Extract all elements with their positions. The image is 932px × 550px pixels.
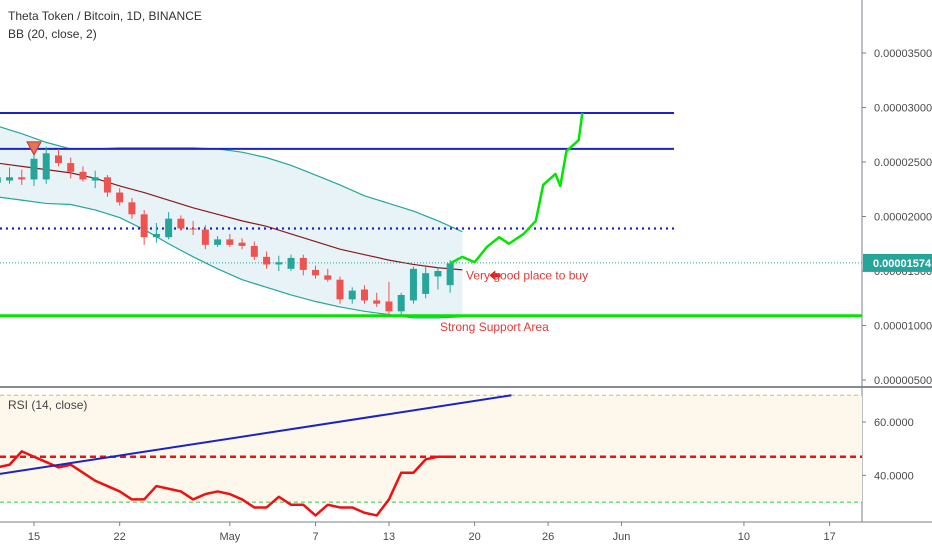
time-tick-label: May (219, 531, 240, 543)
rsi-line (0, 450, 451, 517)
candle-up (6, 177, 14, 181)
candle-up (91, 177, 99, 181)
time-tick-label: 7 (312, 531, 318, 543)
time-tick-label: 13 (383, 531, 395, 543)
candle-up (42, 153, 50, 180)
price-tick-label: 0.00002500 (874, 157, 932, 169)
projection-path (449, 112, 584, 265)
candle-down (336, 279, 344, 300)
current-price-tag (863, 253, 932, 272)
candle-down (116, 192, 124, 203)
candle-up (0, 177, 1, 183)
candle-down (324, 275, 332, 280)
candle-up (397, 294, 405, 312)
candle-down (18, 177, 26, 180)
time-tick-label: Jun (613, 531, 631, 543)
candle-down (360, 289, 368, 301)
candle-up (409, 268, 417, 301)
candle-up (422, 273, 430, 294)
rsi-trendline (0, 394, 512, 475)
candle-up (348, 290, 356, 300)
candle-down (67, 163, 75, 172)
candle-down (54, 155, 62, 164)
symbol-title[interactable]: Theta Token / Bitcoin, 1D, BINANCE (8, 9, 202, 23)
candle-down (103, 177, 111, 193)
candle-up (214, 239, 222, 245)
buy-annotation: Very good place to buy (466, 268, 588, 282)
candle-up (434, 271, 442, 277)
candle-up (30, 158, 38, 180)
candle-up (275, 262, 283, 265)
candle-down (299, 257, 307, 270)
candle-down (263, 256, 271, 265)
price-tick-label: 0.00002000 (874, 212, 932, 224)
candle-down (79, 171, 87, 180)
time-tick-label: 22 (114, 531, 126, 543)
time-tick-label: 10 (738, 531, 750, 543)
candle-down (177, 218, 185, 229)
buy-arrow-icon (489, 270, 501, 281)
current-price-label: 0.00001574 (873, 258, 932, 270)
sell-signal-arrow (26, 141, 42, 156)
price-tick-label: 0.00003000 (874, 103, 932, 115)
time-tick-label: 26 (542, 531, 554, 543)
bollinger-lower-line (0, 196, 463, 319)
candle-up (446, 263, 454, 286)
price-tick-label: 0.00003500 (874, 48, 932, 60)
candle-down (226, 239, 234, 245)
time-tick-label: 15 (28, 531, 40, 543)
rsi-tick-label: 40.0000 (874, 470, 914, 482)
rsi-band-fill (0, 395, 862, 503)
rsi-indicator-legend[interactable]: RSI (14, close) (8, 398, 88, 412)
candle-up (165, 218, 173, 238)
candle-down (238, 242, 246, 246)
candle-down (128, 202, 136, 215)
candle-down (140, 214, 148, 238)
rsi-tick-label: 60.0000 (874, 417, 914, 429)
candle-down (373, 300, 381, 304)
support-annotation: Strong Support Area (440, 320, 549, 334)
bb-indicator-legend[interactable]: BB (20, close, 2) (8, 27, 97, 41)
candle-down (312, 269, 320, 276)
candle-up (152, 233, 160, 238)
time-tick-label: 20 (469, 531, 481, 543)
candle-down (385, 301, 393, 312)
price-tick-label: 0.00001000 (874, 321, 932, 333)
price-tick-label: 0.00000500 (874, 375, 932, 387)
time-tick-label: 17 (823, 531, 835, 543)
candle-down (189, 228, 197, 230)
candle-down (250, 245, 258, 257)
candle-up (287, 257, 295, 269)
bollinger-band-fill (0, 126, 463, 318)
candle-down (201, 229, 209, 245)
bollinger-basis-line (0, 162, 463, 271)
